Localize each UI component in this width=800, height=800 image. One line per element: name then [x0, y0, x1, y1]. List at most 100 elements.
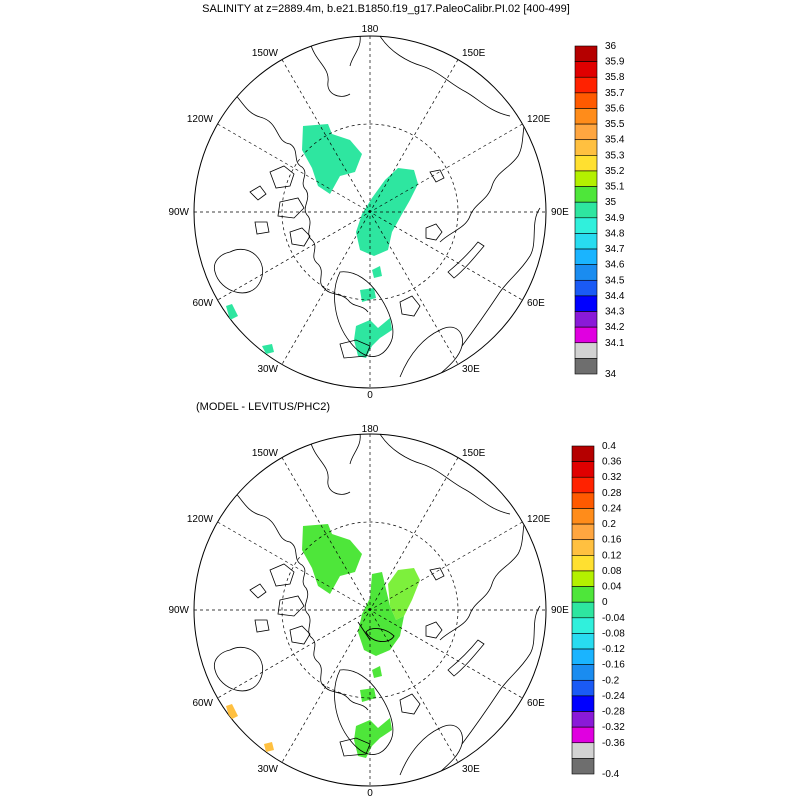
- panel2-colorbar-label: 0.24: [602, 503, 622, 514]
- panel2-colorbar-swatch: [571, 586, 595, 603]
- panel2-colorbar-label: -0.36: [602, 738, 625, 749]
- panel2-colorbar-swatch: [571, 461, 595, 478]
- panel1-colorbar-label: 35.9: [605, 57, 625, 68]
- panel1-colorbar-label: 35.3: [605, 150, 625, 161]
- panel2-colorbar: 0.4 0.36 0.32 0.28 0.24 0.2 0.16 0.12 0.08 0.04 0 -…: [571, 441, 625, 780]
- panel2-colorbar-swatch: [571, 711, 595, 728]
- panel1-colorbar-swatch: [574, 139, 598, 156]
- panel2-colorbar-label: -0.12: [602, 644, 625, 655]
- panel2-fill-eurasian-light: [388, 568, 420, 620]
- panel1-colorbar-swatch: [574, 326, 598, 344]
- panel2-colorbar-swatch: [571, 679, 595, 697]
- panel2-colorbar-label: -0.2: [602, 675, 620, 686]
- panel2-colorbar-swatch: [571, 523, 595, 541]
- panel2-colorbar-label: 0.04: [602, 582, 622, 593]
- panel2-contour-line: [357, 621, 371, 641]
- panel2-lon-180: 180: [362, 424, 379, 435]
- panel2-fill-fram: [360, 688, 376, 702]
- panel1-colorbar-swatch: [574, 108, 598, 125]
- panel2-colorbar-swatch: [571, 445, 595, 462]
- panel1-colorbar-swatch: [574, 92, 598, 109]
- panel2-colorbar-label: -0.08: [602, 628, 625, 639]
- panel1-colorbar-swatch: [574, 155, 598, 172]
- panel1-colorbar-swatch: [574, 76, 598, 94]
- panel2-colorbar-swatch: [571, 539, 595, 556]
- panel1-colorbar-label: 36: [605, 41, 617, 52]
- panel1-colorbar-label: 34.9: [605, 213, 625, 224]
- panel2-colorbar-label: -0.16: [602, 660, 625, 671]
- panel1-colorbar-label: 35.2: [605, 166, 625, 177]
- panel2-colorbar-label: -0.4: [602, 769, 620, 780]
- panel1: SALINITY at z=2889.4m, b.e21.B1850.f19_g…: [168, 3, 624, 401]
- panel2-colorbar-swatch: [571, 695, 595, 712]
- panel2-lon-150w: 150W: [252, 448, 279, 459]
- panel2-colorbar-swatch: [571, 758, 595, 775]
- panel1-lon-150e: 150E: [462, 48, 486, 59]
- panel1-colorbar-label: 34: [605, 369, 617, 380]
- panel1-lon-0: 0: [367, 390, 373, 401]
- panel2-colorbar-label: 0.16: [602, 535, 622, 546]
- panel1-colorbar-swatch: [574, 264, 598, 281]
- panel1-colorbar: 36 35.9 35.8 35.7 35.6 35.5 35.4 35.3 35.2 35.1 35…: [574, 41, 625, 380]
- panel2-lon-120e: 120E: [527, 514, 551, 525]
- panel2-title: (MODEL - LEVITUS/PHC2): [196, 401, 330, 413]
- panel2-graticule: [194, 434, 546, 786]
- panel1-lon-180: 180: [362, 24, 379, 35]
- panel1-colorbar-label: 34.7: [605, 244, 625, 255]
- panel1-colorbar-label: 35.7: [605, 88, 625, 99]
- panel2-colorbar-label: 0.32: [602, 472, 622, 483]
- panel1-colorbar-swatch: [574, 45, 598, 62]
- panel1-colorbar-swatch: [574, 279, 598, 297]
- panel2-colorbar-swatch: [571, 664, 595, 681]
- panel1-colorbar-label: 34.4: [605, 291, 625, 302]
- panel1-fill-greenland-sea: [354, 318, 392, 358]
- panel2-colorbar-swatch: [571, 476, 595, 494]
- panel2-map: 180 0 90W 90E 150W 120W 150E 120E 60W 30…: [168, 424, 569, 799]
- panel2-lon-90e: 90E: [551, 605, 569, 616]
- panel2-lon-30e: 30E: [462, 764, 480, 775]
- panel2-colorbar-swatch: [571, 726, 595, 744]
- panel1-colorbar-label: 34.5: [605, 275, 625, 286]
- panel1-colorbar-label: 35.6: [605, 103, 625, 114]
- panel2-colorbar-label: 0.36: [602, 457, 622, 468]
- panel1-colorbar-swatch: [574, 233, 598, 250]
- panel1-lon-90w: 90W: [168, 207, 189, 218]
- panel2-lon-30w: 30W: [257, 764, 278, 775]
- panel1-fill-fram: [360, 288, 376, 302]
- panel1-colorbar-swatch: [574, 123, 598, 141]
- panel2-lon-60e: 60E: [527, 698, 545, 709]
- panel2-fill-small: [372, 666, 382, 678]
- panel2-colorbar-swatch: [571, 492, 595, 509]
- panel1-colorbar-swatch: [574, 170, 598, 187]
- panel1-colorbar-label: 35.1: [605, 182, 625, 193]
- panel1-colorbar-swatch: [574, 295, 598, 312]
- panel2-colorbar-label: -0.04: [602, 613, 625, 624]
- panel2-colorbar-swatch: [571, 601, 595, 619]
- panel1-lon-90e: 90E: [551, 207, 569, 218]
- panel2-lon-120w: 120W: [187, 514, 214, 525]
- panel1-lon-30w: 30W: [257, 364, 278, 375]
- panel1-fill-small: [372, 266, 382, 278]
- panel1-lon-120w: 120W: [187, 114, 214, 125]
- panel1-colorbar-label: 35.8: [605, 72, 625, 83]
- panel1-colorbar-label: 34.2: [605, 322, 625, 333]
- panel2-colorbar-label: 0.4: [602, 441, 616, 452]
- panel2-colorbar-label: -0.28: [602, 707, 625, 718]
- panel2-colorbar-label: -0.24: [602, 691, 625, 702]
- panel2-colorbar-swatch: [571, 570, 595, 587]
- panel1-fill-labrador2: [262, 344, 274, 354]
- panel2-colorbar-label: 0.28: [602, 488, 622, 499]
- panel1-title: SALINITY at z=2889.4m, b.e21.B1850.f19_g…: [202, 3, 570, 15]
- panel2-zero-contour: [365, 628, 395, 642]
- panel1-colorbar-swatch: [574, 217, 598, 234]
- panel1-colorbar-label: 35.5: [605, 119, 625, 130]
- panel1-colorbar-label: 34.1: [605, 338, 625, 349]
- panel1-colorbar-swatch: [574, 342, 598, 359]
- panel2-colorbar-label: 0.2: [602, 519, 616, 530]
- panel2-colorbar-label: -0.32: [602, 722, 625, 733]
- panel1-colorbar-swatch: [574, 248, 598, 265]
- panel1-colorbar-label: 35.4: [605, 135, 625, 146]
- panel1-fill-beaufort: [302, 124, 362, 194]
- panel1-lon-30e: 30E: [462, 364, 480, 375]
